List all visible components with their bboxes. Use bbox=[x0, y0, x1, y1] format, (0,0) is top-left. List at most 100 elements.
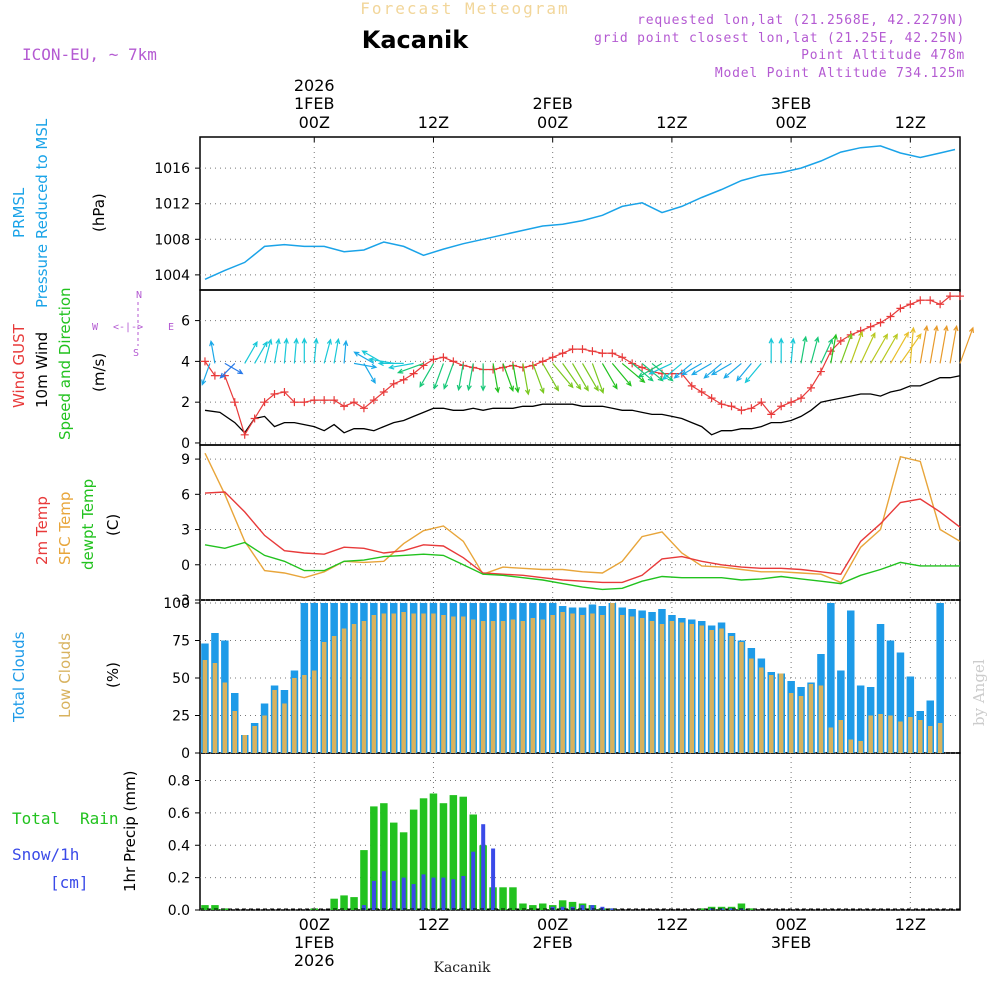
low-cloud-bar bbox=[709, 630, 714, 753]
wind-direction-arrow bbox=[522, 363, 531, 396]
wind-direction-arrow bbox=[456, 363, 464, 392]
wind-gust-marker bbox=[270, 390, 279, 399]
temperature-panel: 2m Temp SFC Temp dewpt Temp (C) bbox=[33, 452, 961, 591]
wind-gust-marker bbox=[598, 349, 607, 358]
wind-gust-marker bbox=[836, 336, 845, 345]
wind-gust-marker bbox=[588, 347, 597, 356]
wind-gust-marker bbox=[757, 398, 766, 407]
wind-direction-arrow bbox=[648, 362, 673, 375]
total-clouds-label: Total Clouds bbox=[10, 631, 28, 723]
top-time-label: 2FEB bbox=[532, 94, 572, 113]
low-cloud-bar bbox=[629, 616, 635, 753]
wind-direction-arrow bbox=[621, 362, 646, 384]
snow-bar bbox=[411, 884, 416, 910]
requested-coordinates: requested lon,lat (21.2568E, 42.2279N) bbox=[637, 13, 965, 28]
wind-direction-arrow bbox=[723, 362, 742, 379]
precip-unit: 1hr Precip (mm) bbox=[121, 771, 139, 892]
wind-direction-arrow bbox=[830, 333, 838, 364]
wind-direction-arrow bbox=[313, 337, 319, 364]
bottom-time-label: 00Z bbox=[775, 915, 806, 934]
low-cloud-bar bbox=[858, 741, 863, 753]
wind-direction-arrow bbox=[690, 362, 712, 376]
total-cloud-bar bbox=[827, 603, 835, 753]
snow-bar bbox=[491, 848, 496, 910]
y-tick-label: 0 bbox=[181, 558, 190, 574]
wind-direction-arrow bbox=[744, 363, 762, 384]
top-time-label: 2026 bbox=[294, 76, 335, 95]
bottom-time-label: 3FEB bbox=[771, 933, 811, 952]
low-cloud-bar bbox=[321, 642, 327, 753]
wind-direction-arrow bbox=[631, 362, 654, 382]
rain-bar bbox=[399, 832, 408, 910]
wind-direction-arrow bbox=[254, 340, 268, 364]
y-tick-label: 9 bbox=[181, 452, 190, 468]
y-tick-label: 2 bbox=[181, 395, 190, 411]
top-time-label: 00Z bbox=[299, 113, 330, 132]
wind-direction-arrow bbox=[651, 362, 674, 382]
y-tick-label: 0 bbox=[181, 746, 190, 762]
wind-direction-arrow bbox=[264, 338, 273, 364]
rain-bar bbox=[390, 822, 398, 910]
wind-gust-marker bbox=[727, 402, 736, 411]
location-title: Kacanik bbox=[362, 26, 470, 54]
wind-direction-arrow bbox=[201, 363, 211, 386]
rain-bar bbox=[509, 887, 517, 910]
top-time-label: 00Z bbox=[775, 113, 806, 132]
model-name: ICON-EU, ~ 7km bbox=[22, 45, 157, 64]
bottom-time-label: 2FEB bbox=[532, 933, 572, 952]
low-cloud-bar bbox=[421, 613, 426, 753]
low-cloud-bar bbox=[739, 642, 744, 753]
wind-direction-arrow bbox=[433, 363, 444, 390]
wind-gust-marker bbox=[409, 369, 418, 378]
wind-direction-arrow bbox=[480, 363, 486, 392]
wind-direction-arrow bbox=[273, 337, 281, 364]
total-cloud-bar bbox=[856, 685, 865, 753]
low-cloud-bar bbox=[818, 685, 824, 753]
bottom-time-label: 2026 bbox=[294, 951, 335, 970]
wind-direction-arrow bbox=[778, 337, 784, 364]
low-cloud-bar bbox=[769, 675, 774, 753]
wind-direction-arrow bbox=[840, 332, 853, 364]
pressure-reduced-label: Pressure Reduced to MSL bbox=[33, 118, 51, 308]
wind-direction-arrow bbox=[492, 363, 500, 394]
rain-bar bbox=[380, 803, 388, 910]
snow-bar bbox=[600, 906, 605, 910]
wind-gust-line bbox=[204, 295, 960, 437]
wind-direction-arrow bbox=[209, 340, 216, 364]
wind-gust-marker bbox=[399, 375, 408, 384]
low-cloud-bar bbox=[838, 720, 843, 753]
wind-direction-arrow bbox=[949, 324, 959, 364]
wind-direction-arrow bbox=[342, 339, 349, 364]
low-cloud-bar bbox=[441, 615, 446, 753]
wind-speed-direction-label: Speed and Direction bbox=[56, 287, 74, 440]
low-cloud-bar bbox=[302, 675, 307, 753]
wind-direction-arrow bbox=[879, 333, 898, 364]
wind-direction-arrow bbox=[681, 362, 702, 376]
rain-bar bbox=[449, 795, 458, 910]
wind-gust-marker bbox=[697, 387, 706, 396]
wind-gust-marker bbox=[777, 402, 786, 411]
wind-gust-marker bbox=[926, 296, 935, 305]
point-altitude: Point Altitude 478m bbox=[801, 48, 965, 63]
top-time-label: 3FEB bbox=[771, 94, 811, 113]
wind-speed-line bbox=[204, 375, 961, 436]
wind-direction-arrow bbox=[661, 362, 683, 381]
rain-bar bbox=[737, 903, 746, 910]
wind-gust-marker bbox=[628, 359, 637, 368]
low-cloud-bar bbox=[808, 684, 814, 753]
pressure-panel: PRMSL Pressure Reduced to MSL (hPa) bbox=[10, 118, 956, 308]
wind-direction-arrow bbox=[542, 363, 560, 392]
low-cloud-bar bbox=[480, 621, 486, 753]
low-cloud-bar bbox=[431, 613, 436, 753]
low-cloud-bar bbox=[381, 613, 387, 753]
compass-east: E bbox=[168, 322, 174, 333]
compass-rose: N W <-|-> E S bbox=[92, 290, 174, 359]
snow-bar bbox=[471, 851, 476, 910]
wind-direction-arrow bbox=[820, 337, 833, 364]
wind-gust-marker bbox=[936, 300, 945, 309]
clouds-panel: Total Clouds Low Clouds (%) by Angel bbox=[10, 603, 988, 753]
rain-bar bbox=[370, 806, 378, 910]
precip-total-label: Total bbox=[12, 809, 60, 828]
y-tick-label: 1004 bbox=[154, 268, 190, 284]
